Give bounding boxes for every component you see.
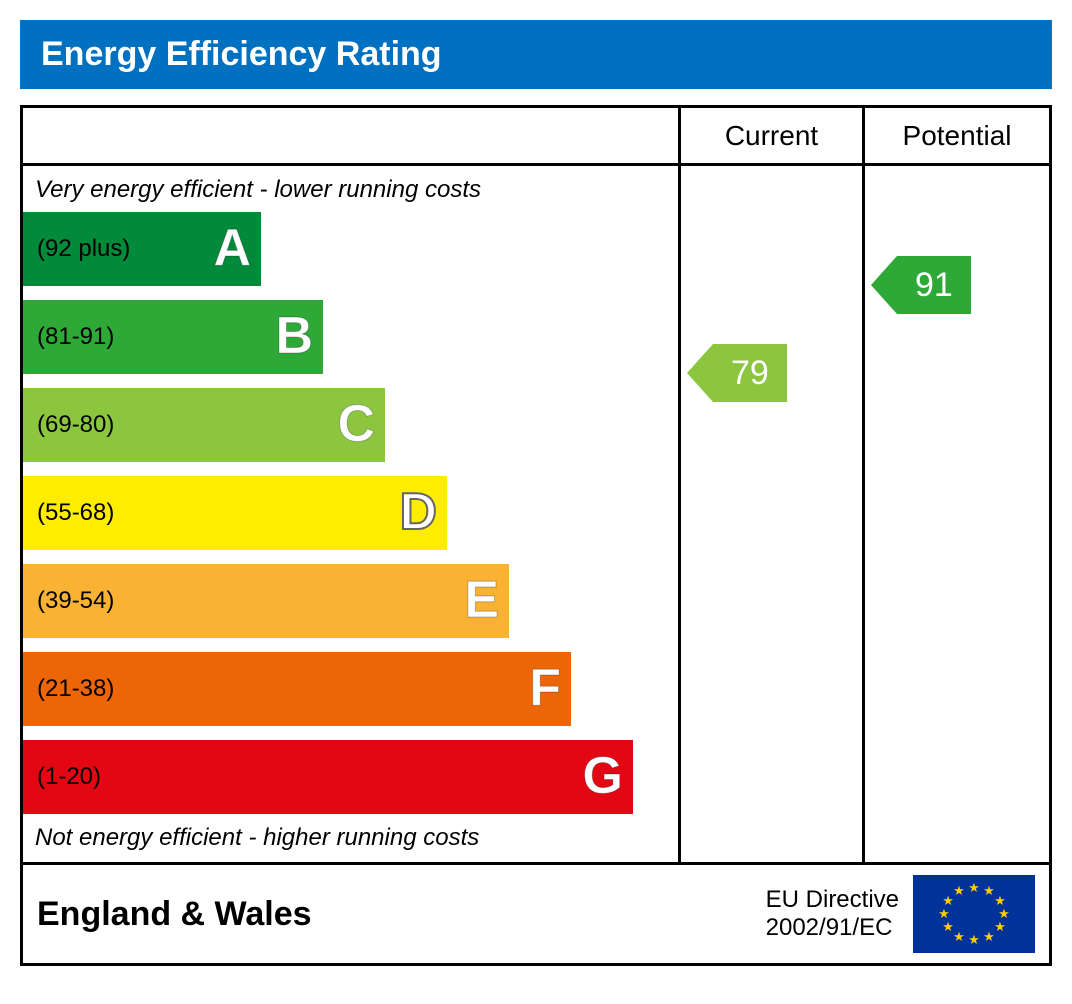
title-bar: Energy Efficiency Rating (20, 20, 1052, 89)
band-range-b: (81-91) (37, 323, 114, 351)
star-icon: ★ (953, 883, 965, 899)
band-f: (21-38) F (23, 652, 678, 726)
band-range-d: (55-68) (37, 499, 114, 527)
header-scale-cell (23, 108, 681, 163)
current-panel: 79 (681, 166, 865, 862)
footer-region: England & Wales (37, 895, 766, 934)
star-icon: ★ (983, 883, 995, 899)
band-bar-g: (1-20) G (23, 740, 633, 814)
star-icon: ★ (983, 929, 995, 945)
pointer-arrow-icon (871, 256, 897, 314)
eu-flag-icon: ★★★★★★★★★★★★ (913, 875, 1035, 953)
band-bar-d: (55-68) D (23, 476, 447, 550)
header-potential-label: Potential (903, 120, 1012, 152)
band-letter-f: F (529, 662, 561, 714)
band-bar-a: (92 plus) A (23, 212, 261, 286)
band-range-e: (39-54) (37, 587, 114, 615)
band-a: (92 plus) A (23, 212, 678, 286)
band-bar-b: (81-91) B (23, 300, 323, 374)
band-bar-f: (21-38) F (23, 652, 571, 726)
body-row: Very energy efficient - lower running co… (23, 166, 1049, 862)
star-icon: ★ (994, 919, 1006, 935)
header-current-cell: Current (681, 108, 865, 163)
pointer-arrow-icon (687, 344, 713, 402)
footer-row: England & Wales EU Directive 2002/91/EC … (23, 862, 1049, 963)
band-letter-a: A (213, 222, 251, 274)
band-bar-e: (39-54) E (23, 564, 509, 638)
epc-chart: Energy Efficiency Rating Current Potenti… (20, 20, 1052, 966)
band-range-a: (92 plus) (37, 235, 130, 263)
star-icon: ★ (968, 932, 980, 948)
band-b: (81-91) B (23, 300, 678, 374)
band-g: (1-20) G (23, 740, 678, 814)
rating-pointer-current: 79 (687, 344, 787, 402)
header-row: Current Potential (23, 108, 1049, 166)
rating-value-potential: 91 (897, 256, 971, 314)
star-icon: ★ (953, 929, 965, 945)
scale-panel: Very energy efficient - lower running co… (23, 166, 681, 862)
rating-value-current: 79 (713, 344, 787, 402)
title-text: Energy Efficiency Rating (41, 35, 442, 73)
star-icon: ★ (968, 880, 980, 896)
band-e: (39-54) E (23, 564, 678, 638)
header-potential-cell: Potential (865, 108, 1049, 163)
bands-container: (92 plus) A (81-91) B (69-80) C (55-68) D (39-54… (23, 212, 678, 814)
caption-top: Very energy efficient - lower running co… (23, 174, 678, 212)
band-bar-c: (69-80) C (23, 388, 385, 462)
band-letter-d: D (399, 486, 437, 538)
band-letter-g: G (583, 750, 623, 802)
band-range-f: (21-38) (37, 675, 114, 703)
band-range-c: (69-80) (37, 411, 114, 439)
star-icon: ★ (942, 893, 954, 909)
band-letter-c: C (337, 398, 375, 450)
header-current-label: Current (725, 120, 818, 152)
band-letter-e: E (464, 574, 499, 626)
epc-grid: Current Potential Very energy efficient … (20, 105, 1052, 966)
potential-panel: 91 (865, 166, 1049, 862)
band-d: (55-68) D (23, 476, 678, 550)
band-letter-b: B (275, 310, 313, 362)
footer-directive: EU Directive 2002/91/EC (766, 886, 913, 941)
band-range-g: (1-20) (37, 763, 101, 791)
rating-pointer-potential: 91 (871, 256, 971, 314)
caption-bottom: Not energy efficient - higher running co… (23, 814, 678, 856)
band-c: (69-80) C (23, 388, 678, 462)
